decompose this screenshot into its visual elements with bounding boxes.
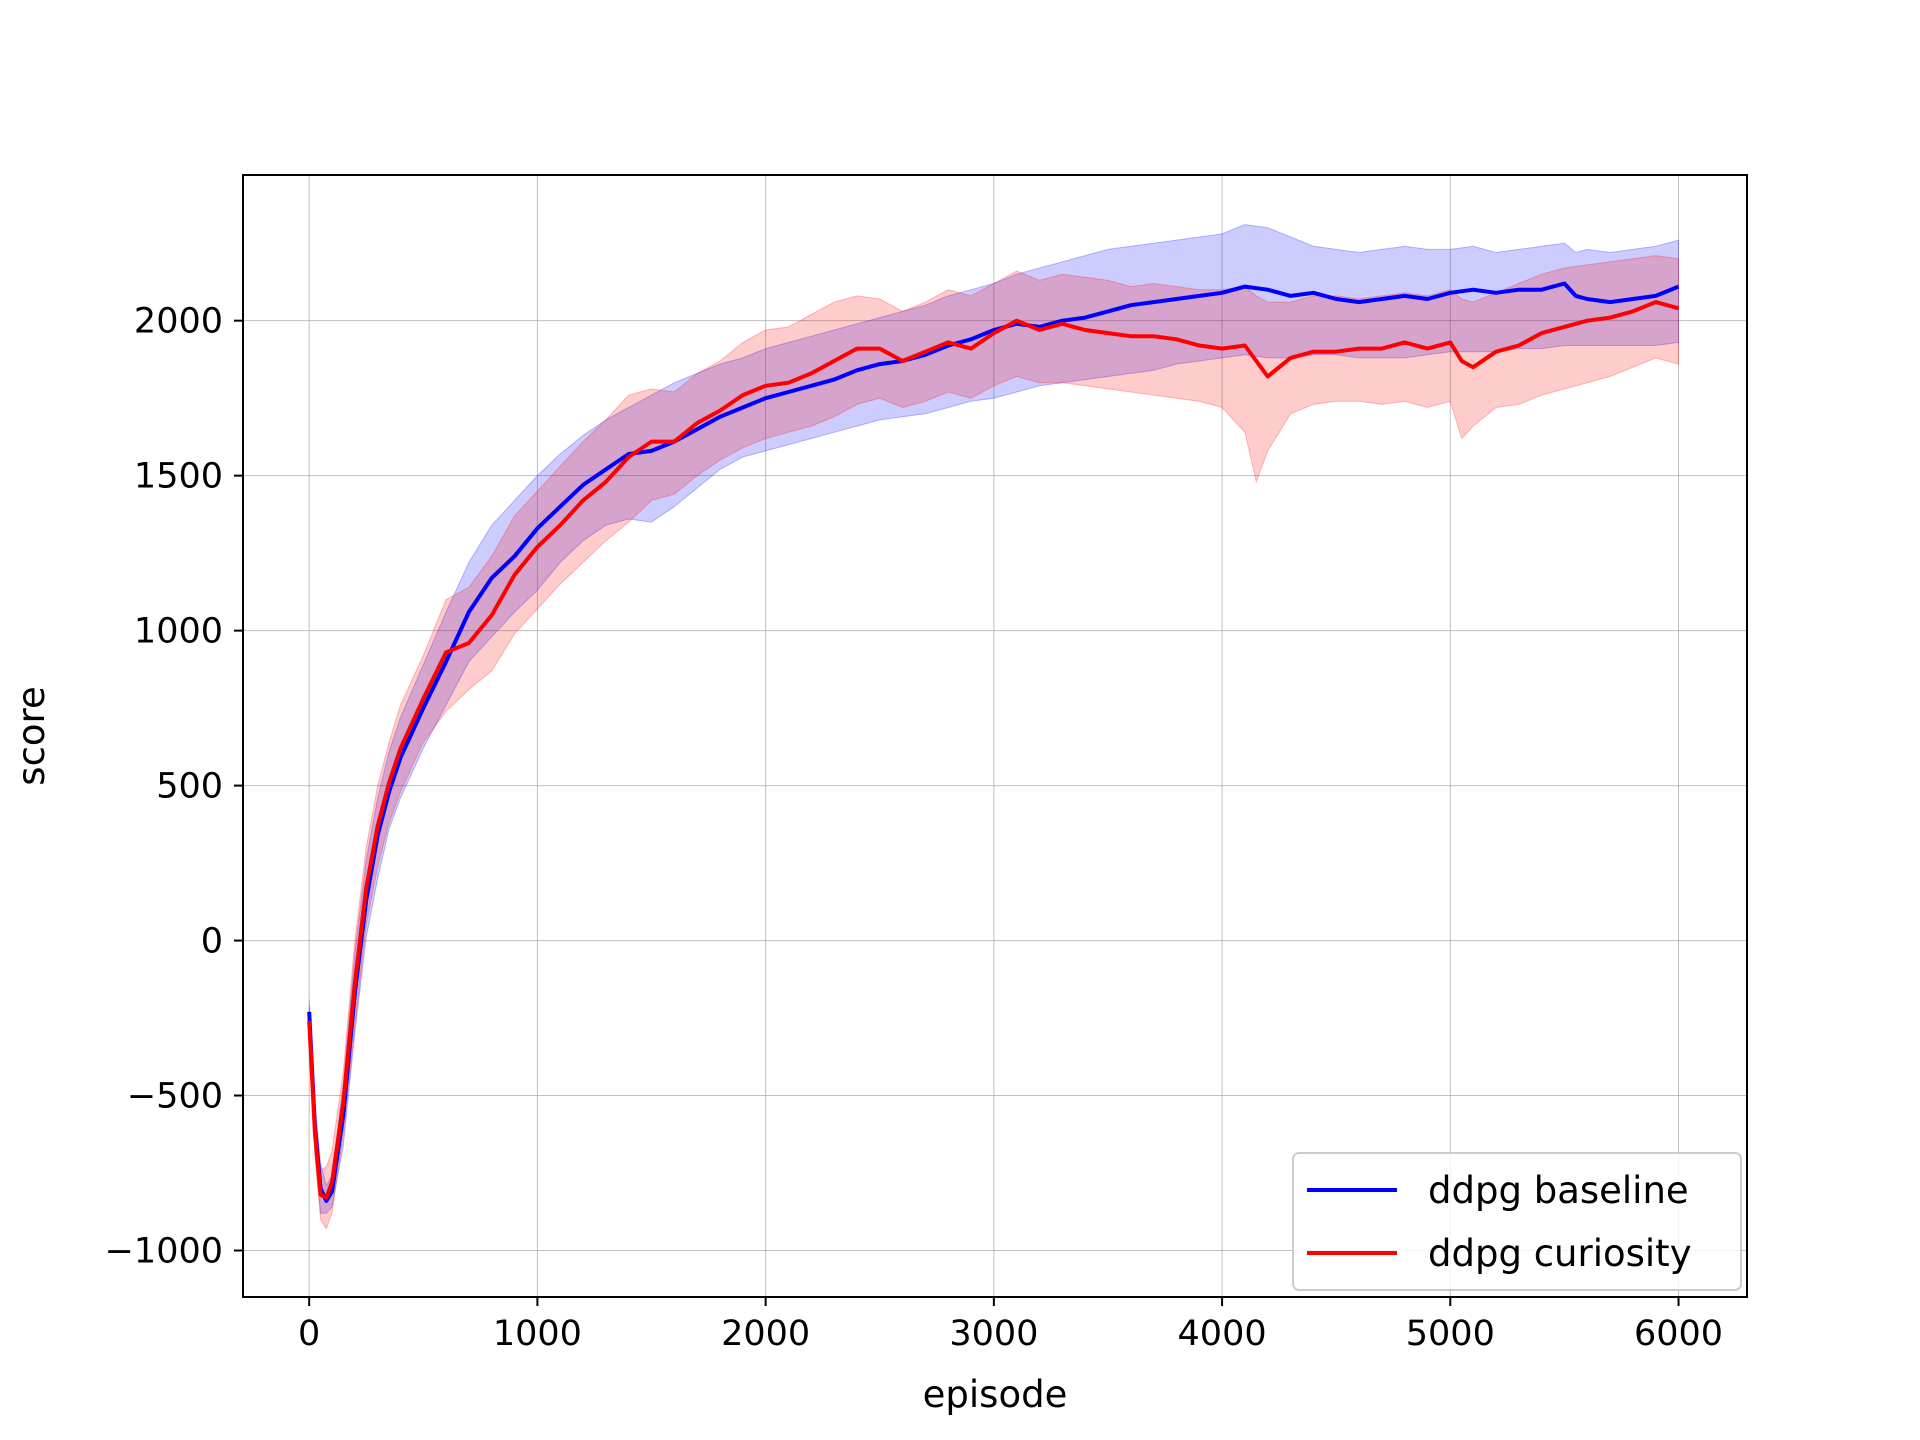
line-ddpg-baseline (307, 281, 1680, 1203)
grid (243, 175, 1747, 1297)
x-tick-label: 5000 (1406, 1314, 1495, 1354)
x-axis-label: episode (923, 1373, 1068, 1416)
confidence-bands (308, 224, 1679, 1230)
band-ddpg-curiosity (308, 255, 1679, 1230)
x-tick-label: 2000 (721, 1314, 810, 1354)
legend-label-ddpg-curiosity: ddpg curiosity (1428, 1232, 1692, 1275)
plot-frame (242, 174, 1748, 1298)
ticks: 0 1000 2000 3000 4000 5000 6000 −1000 −500 0 500 10… (105, 302, 1723, 1354)
band-ddpg-baseline (308, 224, 1679, 1214)
y-tick-label: −1000 (105, 1232, 223, 1272)
x-tick-label: 3000 (949, 1314, 1038, 1354)
x-tick-label: 6000 (1634, 1314, 1723, 1354)
legend-box (1292, 1152, 1742, 1291)
legend-label-ddpg-baseline: ddpg baseline (1428, 1169, 1689, 1212)
y-tick-label: 1000 (134, 612, 223, 652)
y-tick-label: 2000 (134, 302, 223, 342)
y-tick-label: 0 (201, 922, 223, 962)
x-tick-label: 0 (298, 1314, 320, 1354)
legend: ddpg baseline ddpg curiosity (1292, 1152, 1742, 1291)
x-tick-label: 4000 (1178, 1314, 1267, 1354)
y-tick-label: 1500 (134, 457, 223, 497)
line-ddpg-curiosity (307, 300, 1680, 1200)
y-axis-label: score (10, 686, 53, 785)
series-lines (307, 281, 1680, 1203)
x-tick-label: 1000 (493, 1314, 582, 1354)
y-tick-label: −500 (127, 1077, 223, 1117)
y-tick-label: 500 (156, 767, 223, 807)
